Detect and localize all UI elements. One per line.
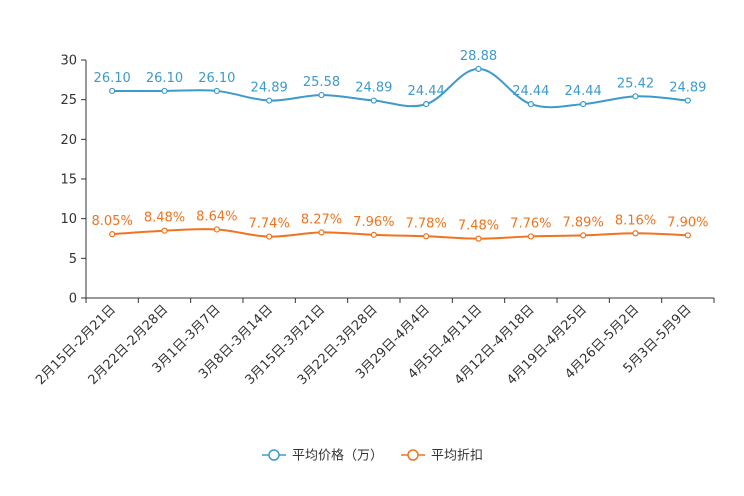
data-label: 7.76% bbox=[510, 216, 551, 231]
legend-label: 平均价格（万） bbox=[292, 448, 383, 464]
y-tick-label: 10 bbox=[60, 212, 77, 227]
data-point[interactable] bbox=[109, 231, 116, 238]
data-point[interactable] bbox=[632, 230, 639, 237]
data-label: 25.58 bbox=[303, 75, 340, 90]
data-point[interactable] bbox=[475, 65, 482, 72]
data-label: 28.88 bbox=[460, 49, 497, 64]
data-label: 24.89 bbox=[251, 81, 288, 96]
data-label: 7.74% bbox=[249, 217, 290, 232]
data-point[interactable] bbox=[161, 227, 168, 234]
data-point[interactable] bbox=[527, 101, 534, 108]
legend[interactable]: 平均价格（万） 平均折扣 bbox=[262, 448, 483, 464]
y-tick-label: 25 bbox=[60, 93, 77, 108]
data-label: 8.05% bbox=[92, 214, 133, 229]
data-label: 8.27% bbox=[301, 212, 342, 227]
data-label: 24.44 bbox=[408, 84, 445, 99]
data-point[interactable] bbox=[318, 229, 325, 236]
data-label: 24.89 bbox=[669, 81, 706, 96]
series-layer: 26.10 26.10 26.10 24.89 25.58 24.89 24.44 28.88… bbox=[92, 49, 708, 242]
data-point[interactable] bbox=[684, 97, 691, 104]
data-point[interactable] bbox=[580, 101, 587, 108]
data-point[interactable] bbox=[370, 231, 377, 238]
y-tick-label: 0 bbox=[69, 292, 77, 307]
legend-item[interactable]: 平均价格（万） bbox=[262, 448, 383, 464]
y-tick-label: 20 bbox=[60, 133, 77, 148]
data-point[interactable] bbox=[684, 232, 691, 239]
legend-marker bbox=[407, 449, 419, 461]
data-point[interactable] bbox=[423, 233, 430, 240]
data-label: 8.64% bbox=[196, 209, 237, 224]
y-tick-label: 5 bbox=[69, 252, 77, 267]
data-label: 8.16% bbox=[615, 213, 656, 228]
data-point[interactable] bbox=[266, 233, 273, 240]
data-point[interactable] bbox=[580, 232, 587, 239]
data-label: 7.89% bbox=[563, 215, 604, 230]
data-point[interactable] bbox=[632, 93, 639, 100]
data-label: 25.42 bbox=[617, 76, 654, 91]
data-label: 26.10 bbox=[198, 71, 235, 86]
data-point[interactable] bbox=[423, 101, 430, 108]
data-label: 26.10 bbox=[146, 71, 183, 86]
legend-item[interactable]: 平均折扣 bbox=[401, 449, 483, 464]
data-label: 24.89 bbox=[355, 81, 392, 96]
y-tick-label: 15 bbox=[60, 173, 77, 188]
data-label: 7.78% bbox=[406, 216, 447, 231]
legend-marker bbox=[268, 449, 280, 461]
data-label: 24.44 bbox=[565, 84, 602, 99]
data-label: 24.44 bbox=[512, 84, 549, 99]
legend-label: 平均折扣 bbox=[431, 449, 483, 464]
data-label: 7.96% bbox=[353, 215, 394, 230]
data-point[interactable] bbox=[161, 87, 168, 95]
series-line bbox=[112, 228, 688, 240]
data-label: 7.90% bbox=[667, 215, 708, 230]
data-label: 8.48% bbox=[144, 211, 185, 226]
data-point[interactable] bbox=[318, 91, 325, 99]
series-0: 26.10 26.10 26.10 24.89 25.58 24.89 24.44 28.88… bbox=[94, 49, 706, 109]
data-point[interactable] bbox=[109, 87, 116, 95]
data-point[interactable] bbox=[527, 233, 534, 240]
data-point[interactable] bbox=[370, 97, 377, 104]
data-point[interactable] bbox=[266, 97, 273, 104]
data-label: 26.10 bbox=[94, 71, 131, 86]
data-label: 7.48% bbox=[458, 219, 499, 234]
data-point[interactable] bbox=[475, 235, 482, 242]
y-tick-label: 30 bbox=[60, 54, 77, 69]
series-1: 8.05% 8.48% 8.64% 7.74% 8.27% 7.96% 7.78% 7.48%… bbox=[92, 209, 708, 242]
data-point[interactable] bbox=[213, 226, 220, 233]
data-point[interactable] bbox=[213, 87, 220, 95]
